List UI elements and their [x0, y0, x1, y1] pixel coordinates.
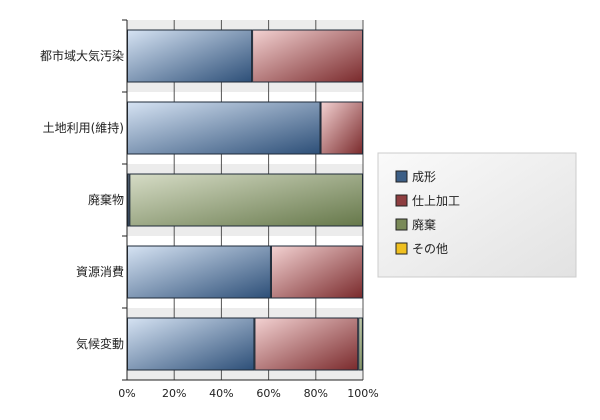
bar-segment — [127, 245, 271, 299]
bars — [127, 29, 363, 371]
legend-box — [377, 152, 577, 278]
legend-swatch — [395, 218, 408, 231]
bar-segment — [252, 29, 363, 83]
x-tick-label: 60% — [256, 387, 280, 400]
category-label: 都市域大気汚染 — [40, 48, 124, 63]
legend-swatch — [395, 170, 408, 183]
x-tick-label: 80% — [304, 387, 328, 400]
legend-swatch — [395, 194, 408, 207]
category-label: 廃棄物 — [88, 192, 124, 207]
bar-segment — [127, 101, 321, 155]
bar-segment — [358, 317, 363, 371]
bar-segment — [320, 101, 363, 155]
axes — [122, 19, 363, 381]
x-tick-labels: 0% 20% 40% 60% 80% 100% — [118, 387, 378, 400]
legend-label: 仕上加工 — [412, 194, 460, 208]
legend-swatch — [395, 242, 408, 255]
legend-label: その他 — [412, 242, 448, 256]
x-tick-label: 40% — [209, 387, 233, 400]
bar-segment — [127, 317, 255, 371]
category-label: 資源消費 — [76, 264, 124, 279]
legend-label: 成形 — [412, 170, 436, 184]
bar-segment — [127, 29, 253, 83]
bar-segment — [127, 173, 130, 227]
x-tick-label: 0% — [118, 387, 135, 400]
x-tick-label: 100% — [347, 387, 378, 400]
legend-label: 廃棄 — [412, 217, 436, 232]
category-label: 土地利用(維持) — [43, 120, 124, 135]
x-tick-label: 20% — [162, 387, 186, 400]
category-label: 気候変動 — [76, 336, 124, 351]
bar-segment — [254, 317, 359, 371]
bar-segment — [270, 245, 363, 299]
bar-segment — [129, 173, 363, 227]
